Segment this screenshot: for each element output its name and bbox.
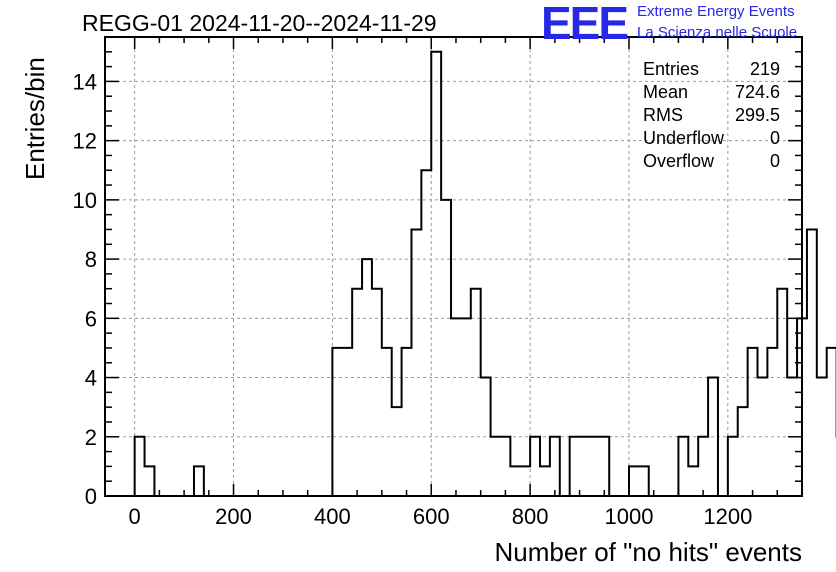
- y-tick-label: 14: [73, 69, 97, 94]
- y-tick-label: 0: [85, 484, 97, 509]
- stats-row-entries: Entries 219: [643, 59, 780, 82]
- y-axis-ticks: 0 2 4 6 8 10 12 14: [73, 51, 802, 509]
- plot-frame: [104, 36, 803, 497]
- stats-rms-value: 299.5: [734, 105, 780, 125]
- logo-subtitle-line2: La Scienza nelle Scuole: [637, 24, 798, 41]
- x-axis-label: Number of "no hits" events: [494, 537, 803, 567]
- stats-overflow-label: Overflow: [643, 151, 715, 171]
- stats-overflow-value: 0: [769, 151, 780, 171]
- y-tick-label: 8: [85, 247, 97, 272]
- stats-mean-label: Mean: [643, 82, 689, 102]
- x-tick-label: 0: [129, 504, 141, 529]
- logo-subtitle-line1: Extreme Energy Events: [637, 3, 795, 20]
- stats-underflow-value: 0: [769, 128, 780, 148]
- chart-title: REGG-01 2024-11-20--2024-11-29: [82, 10, 437, 36]
- stats-row-rms: RMS 299.5: [643, 105, 780, 128]
- stats-row-mean: Mean 724.6: [643, 82, 780, 105]
- y-tick-label: 12: [73, 129, 97, 154]
- stats-row-overflow: Overflow 0: [643, 151, 780, 174]
- stats-entries-value: 219: [749, 59, 780, 79]
- stats-row-underflow: Underflow 0: [643, 128, 780, 151]
- x-tick-label: 400: [314, 504, 351, 529]
- y-tick-label: 4: [85, 366, 97, 391]
- stats-rms-label: RMS: [643, 105, 683, 125]
- x-tick-label: 800: [512, 504, 549, 529]
- stats-entries-label: Entries: [643, 59, 700, 79]
- x-axis-ticks: 0 200 400 600 800 1000 1200: [129, 37, 779, 529]
- stats-box: Entries 219 Mean 724.6 RMS 299.5 Underfl…: [643, 59, 780, 174]
- x-tick-label: 600: [413, 504, 450, 529]
- y-tick-label: 6: [85, 306, 97, 331]
- y-axis-label: Entries/bin: [20, 57, 50, 180]
- x-tick-label: 1200: [703, 504, 752, 529]
- stats-underflow-label: Underflow: [643, 128, 725, 148]
- x-tick-label: 200: [215, 504, 252, 529]
- eee-logo: EEE: [541, 0, 629, 49]
- x-tick-label: 1000: [605, 504, 654, 529]
- y-tick-label: 10: [73, 188, 97, 213]
- y-tick-label: 2: [85, 425, 97, 450]
- stats-mean-value: 724.6: [734, 82, 780, 102]
